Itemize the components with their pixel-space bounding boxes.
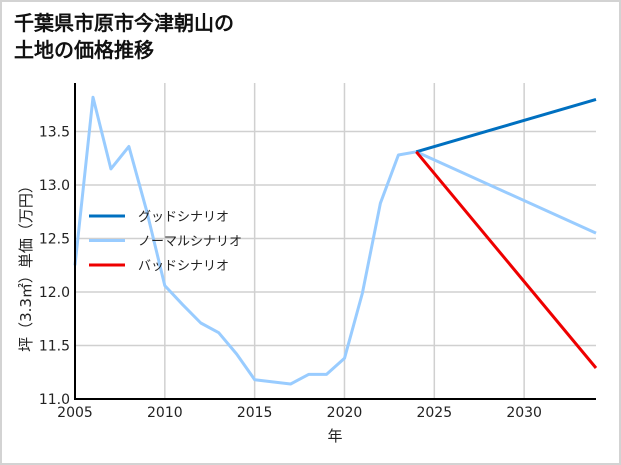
x-tick-label: 2020: [327, 405, 363, 421]
series-line: [415, 150, 598, 369]
x-tick-label: 2015: [237, 405, 273, 421]
axes: [74, 83, 596, 400]
y-tick-label: 13.5: [39, 125, 70, 141]
legend-label: バッドシナリオ: [138, 259, 229, 274]
y-tick-label: 12.5: [39, 232, 70, 248]
title-line-2: 土地の価格推移: [14, 38, 154, 62]
x-tick-label: 2010: [147, 405, 183, 421]
x-tick-label: 2030: [506, 405, 542, 421]
y-axis-label: 坪（3.3㎡）単価（万円）: [17, 178, 35, 352]
legend-label: グッドシナリオ: [138, 210, 229, 225]
y-tick-label: 13.0: [39, 178, 70, 194]
y-tick-label: 12.0: [39, 285, 70, 301]
x-axis-label: 年: [327, 427, 342, 445]
grid-lines: [75, 83, 596, 399]
tick-labels: 2005 2010 2015 2020 2025 2030 11.0 11.5 12.0 12.5…: [39, 125, 542, 422]
x-tick-label: 2005: [57, 405, 93, 421]
y-tick-label: 11.0: [39, 392, 70, 408]
series-lines: [73, 95, 598, 386]
x-tick-label: 2025: [416, 405, 452, 421]
series-line: [73, 95, 597, 386]
legend-label: ノーマルシナリオ: [138, 235, 242, 250]
y-tick-label: 11.5: [39, 339, 70, 355]
chart-title: 千葉県市原市今津朝山の 土地の価格推移: [14, 10, 234, 64]
series-line: [415, 97, 597, 154]
title-line-1: 千葉県市原市今津朝山の: [14, 11, 234, 35]
